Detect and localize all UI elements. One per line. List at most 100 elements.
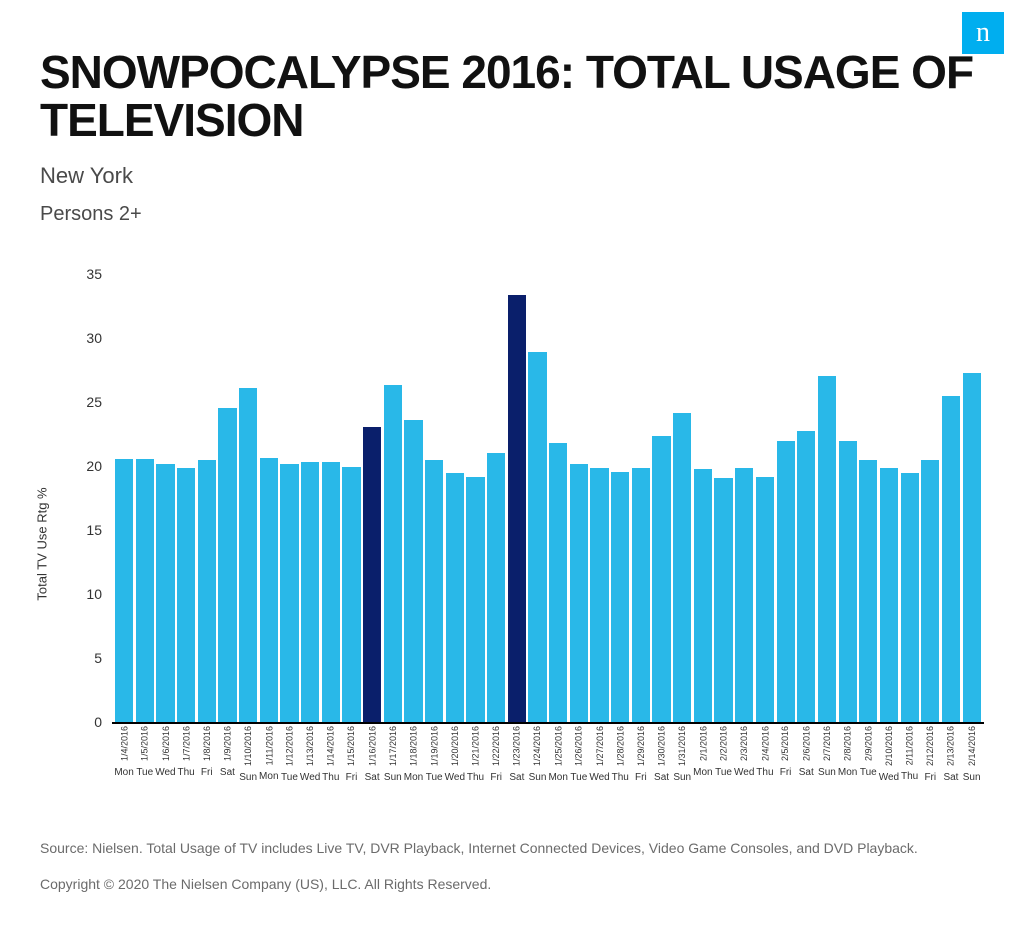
x-date-label: 1/23/2016 — [512, 726, 522, 766]
x-label-group: 1/10/2016Sun — [239, 722, 257, 783]
x-day-label: Sat — [220, 767, 235, 778]
x-date-label: 1/15/2016 — [346, 726, 356, 766]
y-tick-label: 25 — [72, 394, 102, 410]
x-label-group: 2/8/2016Mon — [838, 722, 857, 778]
x-day-label: Thu — [467, 772, 484, 783]
x-day-label: Fri — [635, 772, 647, 783]
x-date-label: 1/20/2016 — [450, 726, 460, 766]
x-label-group: 1/27/2016 Wed — [589, 722, 609, 783]
x-label-group: 1/24/2016 Sun — [529, 722, 547, 783]
x-day-label: Tue — [715, 767, 732, 778]
bars-group: 1/4/2016Mon1/5/2016Tue1/6/2016Wed1/7/201… — [112, 274, 984, 722]
x-label-group: 1/7/2016 Thu — [177, 722, 194, 778]
x-day-label: Wed — [445, 772, 465, 783]
bar: 1/8/2016Fri — [198, 460, 216, 721]
x-day-label: Sun — [673, 772, 691, 783]
y-tick-label: 10 — [72, 586, 102, 602]
bar: 2/7/2016Sun — [818, 376, 836, 722]
bar: 1/12/2016Tue — [280, 464, 298, 721]
x-label-group: 1/12/2016Tue — [281, 722, 298, 783]
x-date-label: 2/4/2016 — [760, 726, 770, 761]
x-label-group: 1/26/2016Tue — [570, 722, 587, 783]
x-day-label: Sun — [963, 772, 981, 783]
x-label-group: 2/4/2016Thu — [756, 722, 773, 778]
x-label-group: 1/8/2016Fri — [201, 722, 213, 778]
bar: 1/13/2016Wed — [301, 462, 319, 722]
bar: 1/11/2016Mon — [260, 458, 278, 722]
x-day-label: Sat — [365, 772, 380, 783]
bar: 1/10/2016Sun — [239, 388, 257, 722]
x-date-label: 1/21/2016 — [470, 726, 480, 766]
bar: 1/6/2016Wed — [156, 464, 174, 721]
x-label-group: 2/3/2016Wed — [734, 722, 754, 778]
bar: 1/16/2016Sat — [363, 427, 381, 721]
x-date-label: 1/22/2016 — [491, 726, 501, 766]
x-label-group: 1/9/2016 Sat — [220, 722, 235, 778]
x-label-group: 2/12/2016Fri — [924, 722, 936, 783]
chart-title: SNOWPOCALYPSE 2016: TOTAL USAGE OF TELEV… — [40, 48, 984, 145]
chart-subtitle-location: New York — [40, 163, 984, 189]
x-date-label: 2/9/2016 — [863, 726, 873, 761]
y-tick-label: 5 — [72, 650, 102, 666]
x-date-label: 2/10/2016 — [884, 726, 894, 766]
bar: 2/5/2016Fri — [777, 441, 795, 721]
x-date-label: 2/2/2016 — [719, 726, 729, 761]
bar: 2/6/2016Sat — [797, 431, 815, 722]
bar: 1/25/2016Mon — [549, 443, 567, 722]
x-label-group: 1/16/2016Sat — [365, 722, 380, 783]
x-date-label: 1/26/2016 — [574, 726, 584, 766]
nielsen-logo-letter: n — [976, 17, 990, 49]
bar: 1/9/2016Sat — [218, 408, 236, 722]
x-day-label: Wed — [589, 772, 609, 783]
x-date-label: 2/5/2016 — [781, 726, 791, 761]
y-tick-label: 0 — [72, 714, 102, 730]
bar: 2/14/2016Sun — [963, 373, 981, 721]
plot-area: 1/4/2016Mon1/5/2016Tue1/6/2016Wed1/7/201… — [112, 274, 984, 724]
x-day-label: Thu — [322, 772, 339, 783]
bar: 1/30/2016Sat — [652, 436, 670, 721]
x-label-group: 2/1/2016Mon — [693, 722, 712, 778]
x-date-label: 2/14/2016 — [967, 726, 977, 766]
chart-container: Total TV Use Rtg % 1/4/2016Mon1/5/2016Tu… — [64, 274, 984, 814]
bar: 2/4/2016Thu — [756, 477, 774, 721]
bar: 1/15/2016Fri — [342, 467, 360, 722]
x-date-label: 1/11/2016 — [264, 726, 274, 765]
x-label-group: 1/11/2016Mon — [259, 722, 278, 782]
x-label-group: 1/31/2016Sun — [673, 722, 691, 783]
x-date-label: 1/4/2016 — [119, 726, 129, 761]
x-day-label: Tue — [426, 772, 443, 783]
x-label-group: 1/14/2016Thu — [322, 722, 339, 783]
x-label-group: 1/20/2016 Wed — [445, 722, 465, 783]
x-date-label: 1/27/2016 — [595, 726, 605, 766]
x-day-label: Tue — [136, 767, 153, 778]
x-date-label: 1/9/2016 — [222, 726, 232, 761]
bar: 2/11/2016Thu — [901, 473, 919, 721]
source-text: Source: Nielsen. Total Usage of TV inclu… — [40, 840, 918, 856]
bar: 2/1/2016Mon — [694, 469, 712, 721]
x-label-group: 1/29/2016Fri — [635, 722, 647, 783]
x-day-label: Tue — [860, 767, 877, 778]
x-date-label: 1/24/2016 — [533, 726, 543, 766]
x-date-label: 1/25/2016 — [553, 726, 563, 766]
x-date-label: 1/10/2016 — [243, 726, 253, 766]
x-label-group: 1/15/2016Fri — [346, 722, 358, 783]
bar: 1/27/2016Wed — [590, 468, 608, 721]
bar: 1/4/2016Mon — [115, 459, 133, 721]
bar: 2/10/2016Wed — [880, 468, 898, 721]
x-label-group: 2/10/2016Wed — [879, 722, 899, 783]
x-day-label: Sun — [529, 772, 547, 783]
x-day-label: Thu — [177, 767, 194, 778]
x-label-group: 1/5/2016 Tue — [136, 722, 153, 778]
x-date-label: 2/6/2016 — [801, 726, 811, 761]
x-date-label: 1/5/2016 — [140, 726, 150, 761]
x-label-group: 1/13/2016Wed — [300, 722, 320, 783]
x-date-label: 2/1/2016 — [698, 726, 708, 761]
x-date-label: 1/7/2016 — [181, 726, 191, 761]
x-label-group: 2/7/2016Sun — [818, 722, 836, 778]
x-day-label: Fri — [490, 772, 502, 783]
x-day-label: Fri — [924, 772, 936, 783]
y-axis-label: Total TV Use Rtg % — [35, 487, 50, 600]
bar: 2/9/2016Tue — [859, 460, 877, 721]
x-date-label: 1/18/2016 — [408, 726, 418, 766]
chart-subtitle-demo: Persons 2+ — [40, 203, 984, 226]
